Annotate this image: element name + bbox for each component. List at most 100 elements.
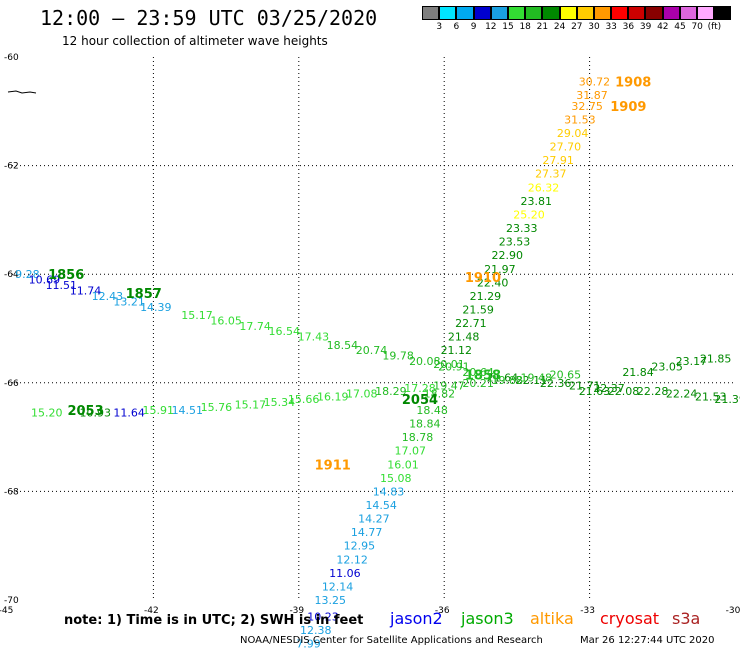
x-tick-label: -39 — [289, 606, 304, 616]
data-label: 22.24 — [666, 388, 698, 401]
data-label: 20.01 — [433, 358, 465, 371]
data-label: 18.29 — [375, 385, 407, 398]
data-label: 14.27 — [358, 513, 390, 526]
legend-label: 36 — [622, 22, 635, 32]
legend-swatch — [542, 6, 560, 20]
data-label: 23.53 — [499, 236, 531, 249]
legend-label: 12 — [485, 22, 497, 32]
data-label: 11.51 — [46, 279, 78, 292]
data-label: 22.36 — [540, 377, 572, 390]
data-label: 23.33 — [506, 222, 538, 235]
y-tick-label: -70 — [4, 596, 19, 606]
time-label: 1858 — [465, 369, 501, 384]
time-label: 2054 — [402, 393, 438, 408]
data-label: 16.54 — [269, 325, 301, 338]
legend-swatch — [611, 6, 629, 20]
legend-swatch — [697, 6, 715, 20]
data-label: 31.53 — [564, 113, 596, 126]
chart-subtitle: 12 hour collection of altimeter wave hei… — [62, 34, 328, 48]
data-label: 22.71 — [455, 317, 487, 330]
footer-note: note: 1) Time is in UTC; 2) SWH is in fe… — [64, 613, 364, 628]
data-label: 23.05 — [651, 361, 683, 374]
data-label: 12.43 — [92, 290, 124, 303]
data-label: 14.54 — [365, 499, 397, 512]
data-label: 31.87 — [576, 89, 608, 102]
data-label: 14.51 — [172, 404, 204, 417]
data-label: 20.74 — [356, 344, 388, 357]
y-tick-label: -68 — [4, 487, 19, 497]
data-label: 16.01 — [387, 458, 419, 471]
data-label: 29.04 — [557, 127, 589, 140]
legend-swatch — [593, 6, 612, 20]
x-tick-label: -30 — [726, 606, 740, 616]
time-label: 1911 — [315, 458, 351, 473]
data-label: 21.39 — [714, 393, 740, 406]
data-label: 18.78 — [402, 431, 434, 444]
legend-label: 33 — [605, 22, 617, 32]
data-label: 22.08 — [608, 385, 640, 398]
data-label: 21.59 — [462, 303, 494, 316]
coastline-mark — [7, 90, 37, 94]
data-label: 14.83 — [373, 485, 405, 498]
data-label: 22.28 — [637, 385, 669, 398]
y-tick-label: -62 — [4, 162, 19, 172]
data-label: 12.38 — [300, 624, 332, 637]
satellite-jason3: jason3 — [461, 609, 514, 628]
time-label: 1856 — [48, 268, 84, 283]
data-label: 15.66 — [288, 393, 320, 406]
data-label: 15.91 — [142, 404, 174, 417]
x-tick-label: -42 — [144, 606, 159, 616]
data-label: 13.25 — [315, 594, 347, 607]
time-label: 1909 — [610, 100, 646, 115]
data-label: 10.23 — [307, 610, 339, 623]
data-label: 21.84 — [622, 366, 654, 379]
x-tick-label: -36 — [435, 606, 450, 616]
footer-stamp: Mar 26 12:27:44 UTC 2020 — [580, 635, 715, 646]
data-label: 9.28 — [15, 268, 40, 281]
satellite-s3a: s3a — [672, 609, 701, 628]
legend-label: 6 — [453, 22, 460, 32]
satellite-jason2: jason2 — [390, 609, 443, 628]
y-tick-label: -60 — [4, 53, 19, 63]
data-label: 10.93 — [79, 407, 111, 420]
legend-label: 18 — [519, 22, 531, 32]
x-tick-label: -33 — [580, 606, 595, 616]
data-label: 27.91 — [542, 154, 574, 167]
data-label: 21.63 — [579, 385, 611, 398]
data-label: 20.64 — [462, 366, 494, 379]
data-label: 27.70 — [550, 141, 582, 154]
legend-swatch — [422, 6, 440, 20]
data-label: 15.34 — [264, 396, 296, 409]
color-legend — [422, 6, 732, 20]
data-label: 15.17 — [235, 399, 267, 412]
legend-swatch — [559, 6, 577, 20]
data-label: 22.40 — [477, 276, 509, 289]
data-label: 11.74 — [70, 284, 102, 297]
satellite-cryosat: cryosat — [600, 609, 660, 628]
y-tick-label: -66 — [4, 379, 19, 389]
data-label: 17.08 — [346, 388, 378, 401]
data-label: 26.32 — [528, 181, 560, 194]
data-label: 21.85 — [700, 352, 732, 365]
data-label: 15.08 — [380, 472, 412, 485]
data-label: 18.54 — [327, 339, 359, 352]
legend-swatch — [714, 6, 732, 20]
legend-swatch — [679, 6, 697, 20]
data-label: 16.19 — [317, 390, 349, 403]
x-tick-label: -45 — [0, 606, 13, 616]
data-label: 15.76 — [201, 401, 233, 414]
data-label: 11.06 — [329, 567, 361, 580]
legend-swatch — [456, 6, 474, 20]
legend-swatch — [662, 6, 680, 20]
data-label: 21.97 — [484, 263, 516, 276]
data-label: 22.90 — [491, 249, 523, 262]
legend-label: 30 — [588, 22, 600, 32]
data-label: 17.07 — [395, 445, 427, 458]
data-label: 7.99 — [296, 637, 321, 650]
time-label: 1857 — [126, 287, 162, 302]
data-label: 18.84 — [409, 418, 441, 431]
data-label: 17.74 — [239, 320, 271, 333]
data-label: 19.78 — [382, 350, 414, 363]
data-label: 17.43 — [298, 331, 330, 344]
time-label: 1910 — [465, 271, 501, 286]
